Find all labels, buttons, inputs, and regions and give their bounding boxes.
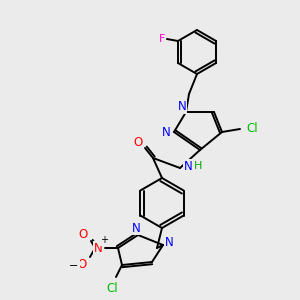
- Text: Cl: Cl: [246, 122, 258, 136]
- Text: O: O: [78, 229, 88, 242]
- Text: O: O: [134, 136, 142, 149]
- Text: N: N: [132, 221, 140, 235]
- Text: N: N: [162, 125, 170, 139]
- Text: N: N: [184, 160, 192, 172]
- Text: Cl: Cl: [106, 281, 118, 295]
- Text: N: N: [178, 100, 186, 113]
- Text: O: O: [77, 257, 87, 271]
- Text: +: +: [100, 235, 108, 245]
- Text: N: N: [165, 236, 173, 248]
- Text: −: −: [69, 261, 79, 271]
- Text: F: F: [159, 34, 165, 44]
- Text: H: H: [194, 161, 202, 171]
- Text: N: N: [94, 242, 102, 254]
